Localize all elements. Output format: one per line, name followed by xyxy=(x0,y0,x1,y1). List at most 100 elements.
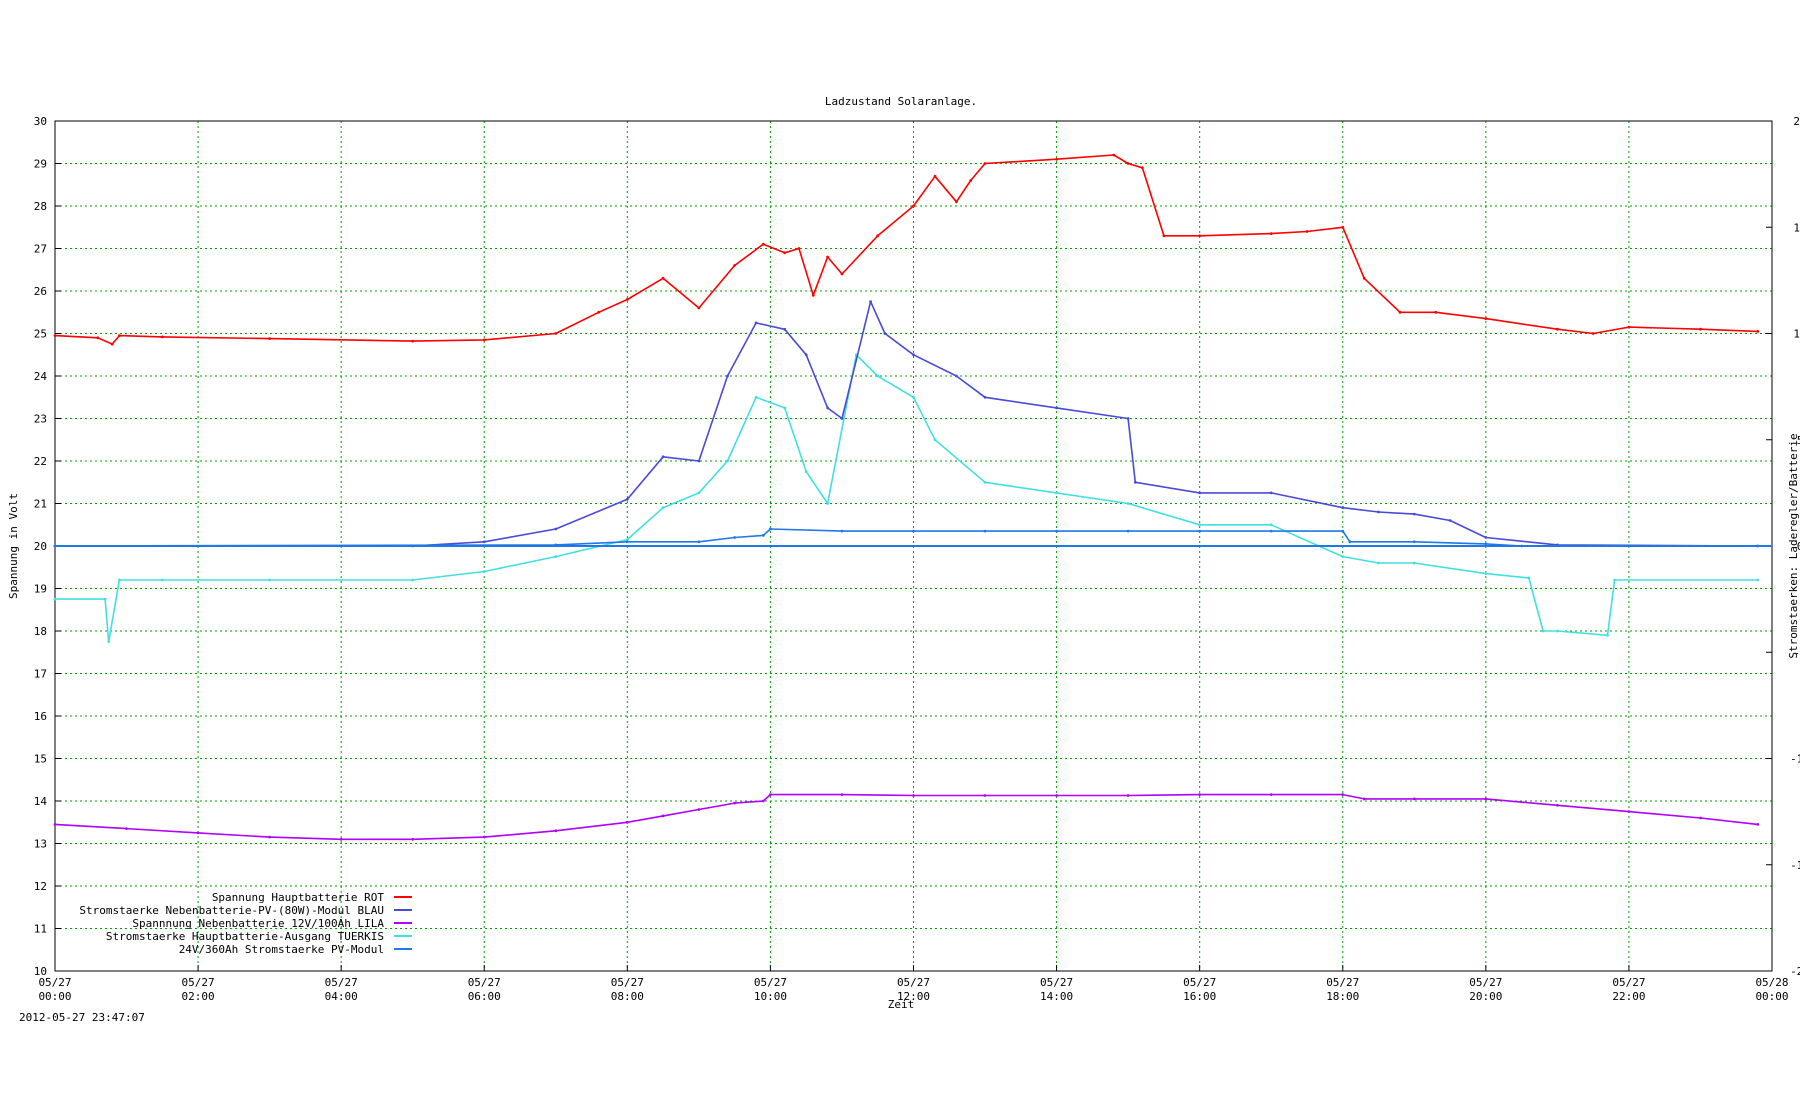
series-point-3 xyxy=(1377,561,1380,565)
series-point-3 xyxy=(1527,576,1531,580)
series-point-0 xyxy=(1198,234,1202,238)
series-point-2 xyxy=(53,823,57,826)
right-tick-label: -5 xyxy=(1793,646,1800,659)
series-point-2 xyxy=(1484,797,1488,801)
series-point-0 xyxy=(625,298,629,301)
series-point-0 xyxy=(53,334,57,337)
right-tick-label: 10 xyxy=(1793,328,1800,341)
series-point-0 xyxy=(1126,162,1130,165)
series-point-2 xyxy=(1699,816,1702,820)
y-axis-left-label: Spannung in Volt xyxy=(7,493,20,599)
series-point-4 xyxy=(1412,540,1416,544)
series-point-3 xyxy=(933,438,937,442)
series-point-3 xyxy=(1055,491,1058,495)
left-tick-label: 22 xyxy=(34,455,47,468)
left-tick-label: 27 xyxy=(34,243,47,256)
series-point-0 xyxy=(783,251,787,255)
series-point-2 xyxy=(661,814,665,818)
series-point-0 xyxy=(411,339,415,343)
x-tick-time: 10:00 xyxy=(754,990,787,1003)
series-point-2 xyxy=(1341,793,1345,796)
series-point-3 xyxy=(1484,572,1488,575)
series-point-0 xyxy=(1591,332,1595,335)
series-point-2 xyxy=(697,808,701,811)
series-point-4 xyxy=(983,529,987,533)
series-point-1 xyxy=(840,417,844,420)
series-point-0 xyxy=(912,204,915,208)
series-point-3 xyxy=(160,578,164,582)
series-point-1 xyxy=(1133,480,1137,484)
series-point-1 xyxy=(726,374,729,378)
series-point-0 xyxy=(482,338,486,342)
series-point-4 xyxy=(1341,529,1345,533)
left-tick-label: 11 xyxy=(34,923,47,936)
left-tick-label: 30 xyxy=(34,115,47,128)
series-point-3 xyxy=(1613,578,1616,582)
series-point-4 xyxy=(840,529,844,533)
series-point-1 xyxy=(883,332,887,335)
series-line-0 xyxy=(54,154,1758,345)
timestamp: 2012-05-27 23:47:07 xyxy=(19,1011,145,1024)
x-tick-date: 05/27 xyxy=(182,976,215,989)
series-point-0 xyxy=(268,337,271,340)
legend-label: Spannung Hauptbatterie ROT xyxy=(212,891,385,904)
right-tick-label: -10 xyxy=(1790,753,1800,766)
series-point-2 xyxy=(125,827,128,830)
series-point-0 xyxy=(661,276,665,280)
series-point-0 xyxy=(1305,230,1309,233)
series-point-1 xyxy=(804,353,808,357)
series-point-1 xyxy=(983,395,987,399)
series-point-1 xyxy=(955,374,958,378)
series-point-2 xyxy=(1412,797,1416,801)
series-point-3 xyxy=(826,502,829,505)
series-point-0 xyxy=(1362,276,1366,280)
series-point-3 xyxy=(482,570,486,573)
series-point-4 xyxy=(1126,529,1130,533)
series-point-3 xyxy=(1412,561,1416,565)
series-point-3 xyxy=(876,374,880,378)
x-tick-time: 22:00 xyxy=(1612,990,1645,1003)
series-point-3 xyxy=(754,395,758,399)
left-tick-label: 10 xyxy=(34,965,47,978)
x-axis: 05/2700:0005/2702:0005/2704:0005/2706:00… xyxy=(38,965,1789,1003)
x-tick-time: 16:00 xyxy=(1183,990,1216,1003)
series-point-2 xyxy=(1198,793,1202,796)
series-point-0 xyxy=(1484,317,1488,320)
series-point-1 xyxy=(625,497,629,501)
left-tick-label: 25 xyxy=(34,328,47,341)
right-tick-label: -15 xyxy=(1790,859,1800,872)
series-point-3 xyxy=(697,491,701,495)
series-point-0 xyxy=(1699,327,1702,331)
series-point-4 xyxy=(1198,529,1202,533)
series-point-0 xyxy=(118,334,121,337)
series-point-2 xyxy=(268,835,271,839)
series-point-3 xyxy=(1269,523,1273,527)
series-point-4 xyxy=(1484,542,1488,546)
series-point-4 xyxy=(1269,529,1273,533)
x-tick-date: 05/27 xyxy=(1183,976,1216,989)
series-point-0 xyxy=(955,200,958,204)
x-tick-date: 05/27 xyxy=(1040,976,1073,989)
series-point-3 xyxy=(1541,629,1545,633)
left-tick-label: 21 xyxy=(34,498,47,511)
series-point-0 xyxy=(597,310,601,314)
series-point-0 xyxy=(1341,225,1345,229)
series-point-1 xyxy=(1055,406,1058,410)
x-tick-time: 20:00 xyxy=(1469,990,1502,1003)
series-point-4 xyxy=(769,527,772,531)
series-point-2 xyxy=(625,820,629,824)
series-point-0 xyxy=(1556,327,1559,331)
left-tick-label: 19 xyxy=(34,583,47,596)
x-tick-time: 00:00 xyxy=(38,990,71,1003)
series-point-4 xyxy=(912,529,915,533)
series-point-4 xyxy=(733,536,736,539)
right-tick-label: 20 xyxy=(1793,115,1800,128)
series-point-3 xyxy=(268,578,271,582)
series-point-0 xyxy=(797,247,801,250)
x-tick-time: 04:00 xyxy=(325,990,358,1003)
series-point-2 xyxy=(1126,794,1130,797)
series-point-1 xyxy=(912,353,915,357)
series-point-0 xyxy=(554,332,558,335)
